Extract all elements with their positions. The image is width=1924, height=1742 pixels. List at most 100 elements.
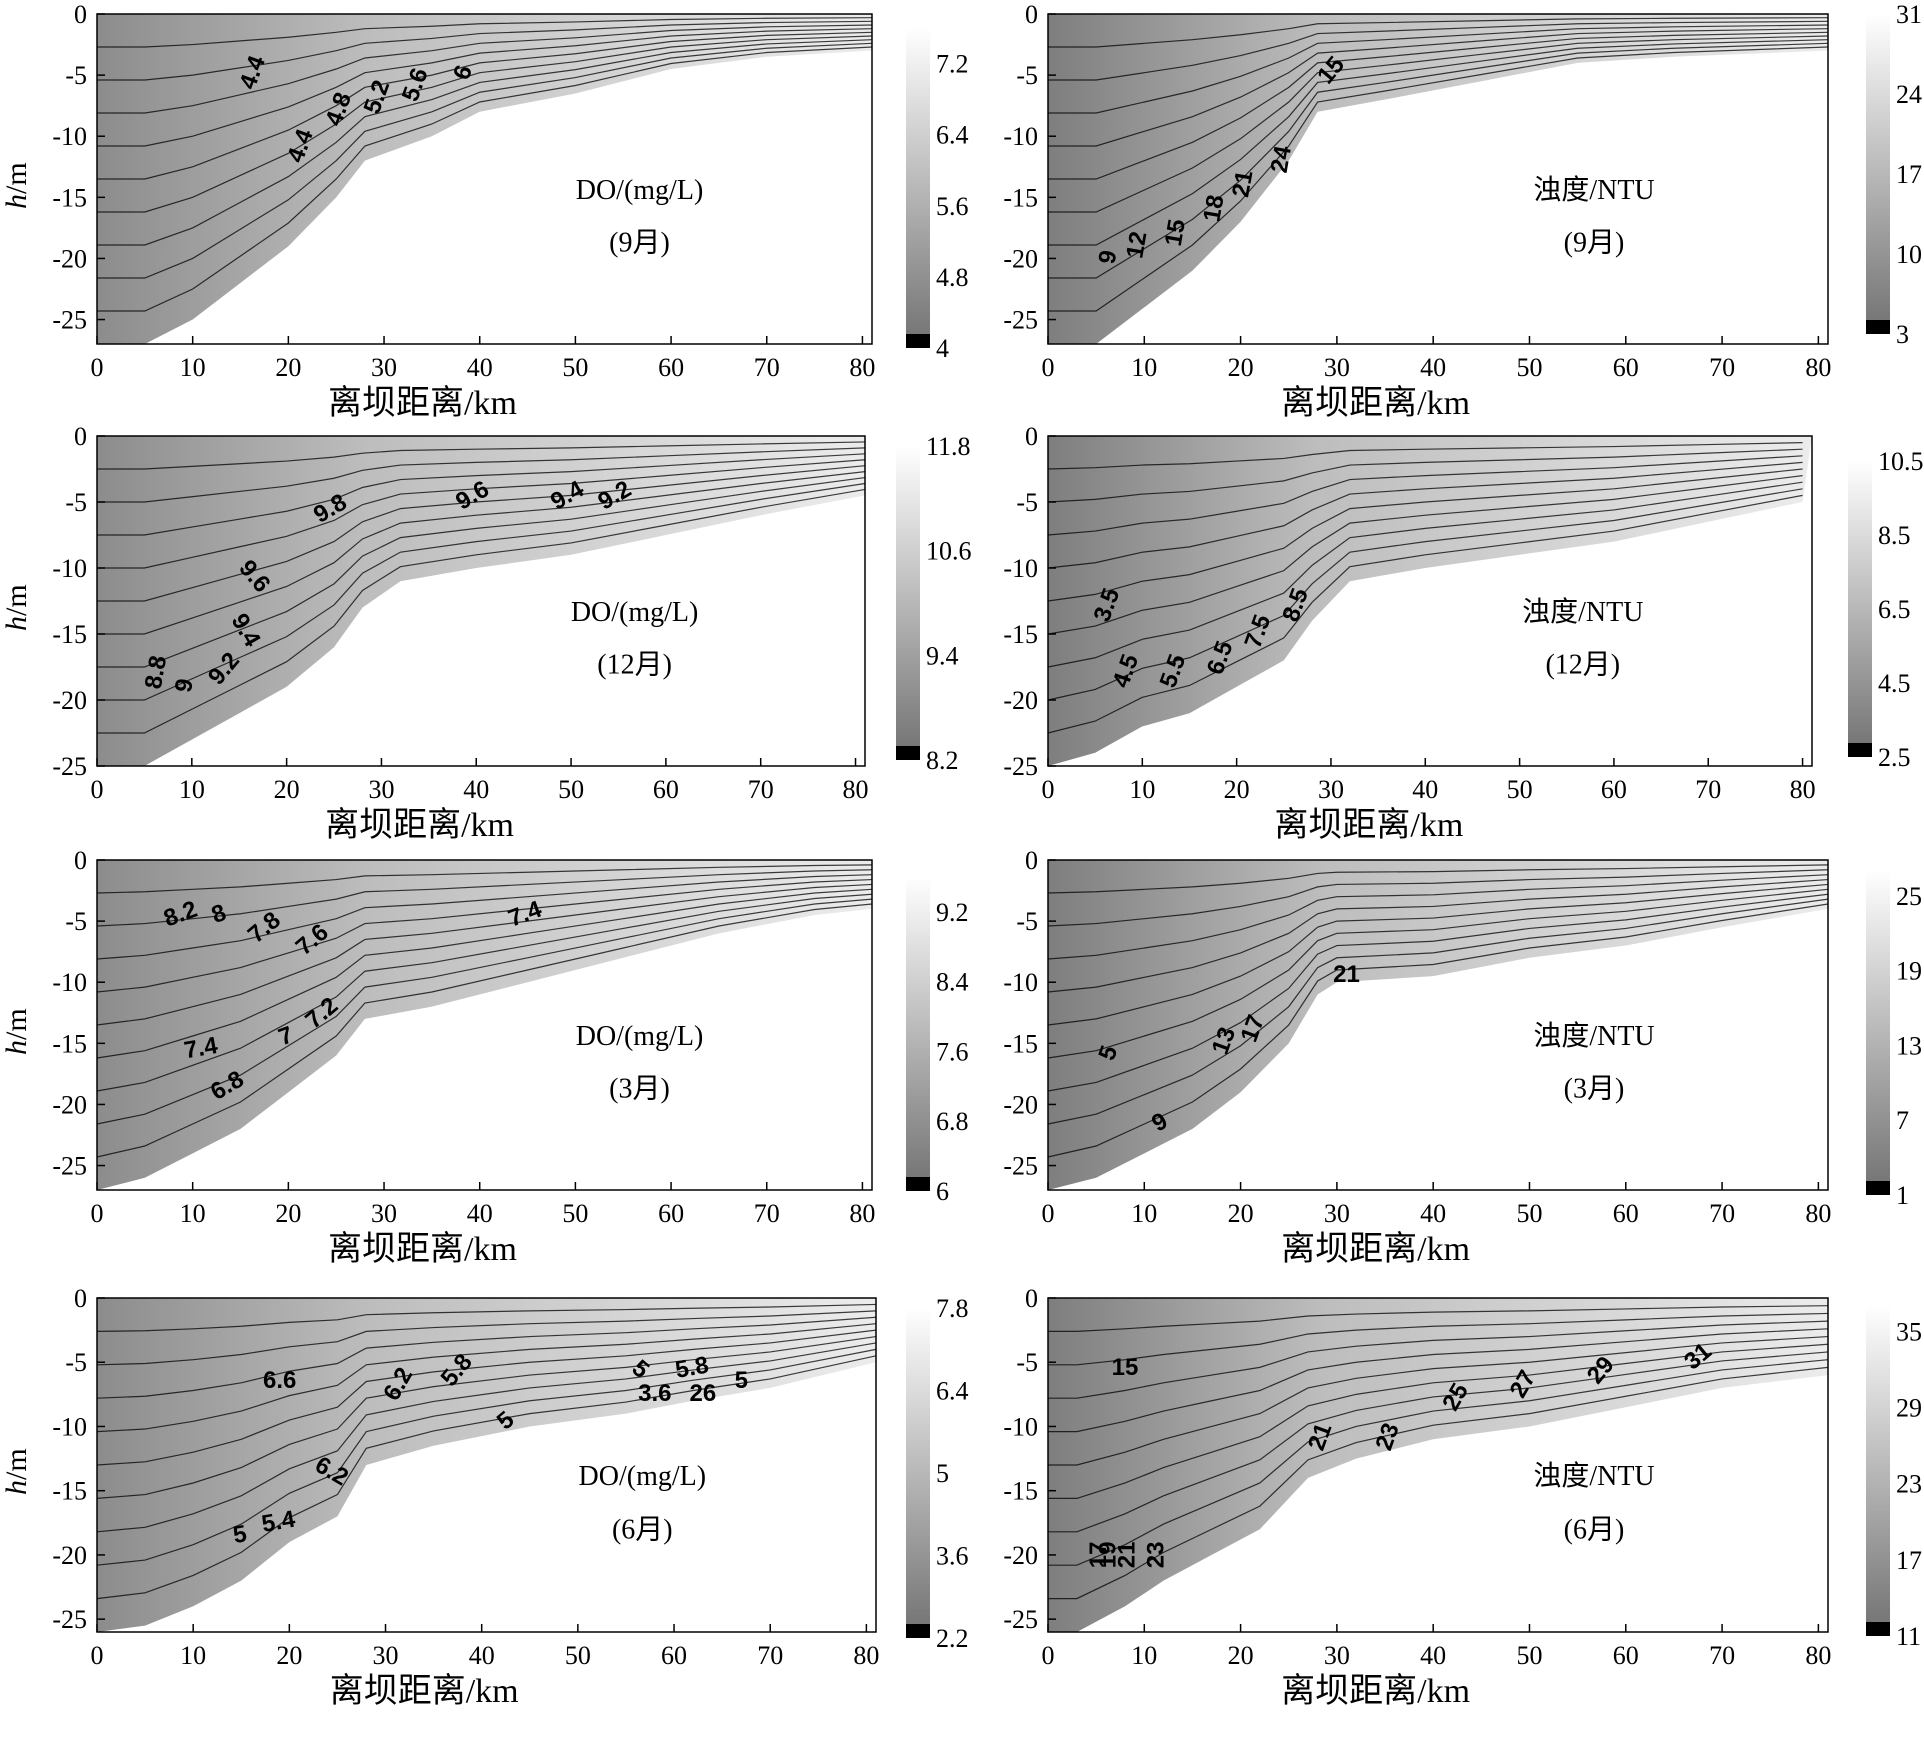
- panel-turb-jun: 0 10 20 30 40 50 60 70 80 0 -5 -10 -15 -20 -25 离坝距离/km 浊…: [1003, 1284, 1922, 1710]
- contour-line: [1047, 869, 1829, 927]
- month-annotation: (6月): [1564, 1514, 1625, 1545]
- water-section-fill: [97, 1298, 876, 1632]
- month-annotation: (6月): [612, 1514, 673, 1545]
- x-tick-label: 40: [467, 353, 493, 382]
- variable-annotation: 浊度/NTU: [1533, 1460, 1654, 1492]
- contour-line: [97, 28, 873, 147]
- contour-label: 5: [231, 1520, 249, 1549]
- x-tick-label: 50: [565, 1641, 591, 1670]
- x-tick-label: 60: [1613, 1641, 1639, 1670]
- y-tick-label: -15: [1003, 1477, 1038, 1506]
- x-tick-label: 50: [1516, 353, 1542, 382]
- x-tick-label: 10: [1129, 775, 1155, 804]
- x-tick-label: 0: [1042, 1199, 1055, 1228]
- colorbar-tick-label: 4.5: [1878, 669, 1911, 698]
- x-tick-label: 30: [1324, 353, 1350, 382]
- contour-line: [96, 883, 873, 1026]
- contour-line: [97, 35, 873, 213]
- x-tick-label: 20: [276, 1641, 302, 1670]
- colorbar-tick-label: 31: [1896, 0, 1922, 29]
- contour-line: [1048, 39, 1829, 246]
- colorbar: [1866, 14, 1890, 320]
- contour-line: [1048, 46, 1829, 312]
- colorbar-tick-label: 17: [1896, 160, 1922, 189]
- colorbar-tick-label: 10.6: [926, 537, 972, 566]
- contour-line: [97, 482, 866, 701]
- y-tick-label: 0: [1025, 1284, 1038, 1313]
- contour-line: [97, 42, 873, 279]
- colorbar-tick-label: 9.2: [936, 898, 969, 927]
- colorbar-tick-label: 7.8: [936, 1294, 969, 1323]
- x-tick-label: 50: [558, 775, 584, 804]
- colorbar-tick-label: 8.5: [1878, 521, 1911, 550]
- x-axis-label: 离坝距离/km: [330, 1672, 519, 1710]
- contour-line: [96, 1329, 877, 1466]
- x-axis-label: 离坝距离/km: [328, 384, 517, 422]
- y-tick-label: -25: [52, 752, 87, 781]
- contour-label: 18: [1198, 193, 1229, 224]
- x-tick-label: 80: [1790, 775, 1816, 804]
- contour-line: [97, 24, 873, 114]
- contour-line: [97, 476, 866, 668]
- y-tick-label: -25: [1003, 752, 1038, 781]
- y-axis-label: h/m: [0, 162, 33, 209]
- y-tick-label: -15: [52, 183, 87, 212]
- y-tick-label: -25: [1003, 306, 1038, 335]
- y-tick-label: -15: [1003, 620, 1038, 649]
- x-tick-label: 0: [1042, 353, 1055, 382]
- x-tick-label: 50: [1516, 1641, 1542, 1670]
- colorbar: [906, 1308, 930, 1624]
- x-axis-label: 离坝距离/km: [325, 806, 514, 844]
- contour-line: [1047, 488, 1803, 701]
- x-tick-label: 60: [1613, 1199, 1639, 1228]
- x-tick-label: 70: [1709, 353, 1735, 382]
- colorbar-tick-label: 13: [1896, 1031, 1922, 1060]
- x-tick-label: 50: [562, 353, 588, 382]
- y-tick-label: -15: [1003, 183, 1038, 212]
- contour-line: [97, 447, 866, 503]
- y-tick-label: -10: [52, 554, 87, 583]
- contour-line: [1047, 903, 1829, 1158]
- contour-line: [97, 20, 873, 81]
- water-section-fill: [1048, 436, 1812, 766]
- colorbar-min-swatch: [1866, 1622, 1890, 1636]
- x-tick-label: 20: [275, 353, 301, 382]
- colorbar-tick-label: 11.8: [926, 432, 971, 461]
- x-tick-label: 70: [748, 775, 774, 804]
- x-tick-label: 40: [463, 775, 489, 804]
- variable-annotation: DO/(mg/L): [576, 1021, 704, 1052]
- contour-label: 24: [1266, 143, 1297, 175]
- contour-line: [97, 465, 866, 602]
- contour-line: [1048, 17, 1829, 48]
- x-tick-label: 10: [180, 1199, 206, 1228]
- x-tick-label: 0: [1042, 1641, 1055, 1670]
- y-axis-label: h/m: [0, 1448, 33, 1495]
- y-tick-label: -10: [52, 1412, 87, 1441]
- x-tick-label: 50: [562, 1199, 588, 1228]
- x-tick-label: 80: [849, 1199, 875, 1228]
- contour-line: [1048, 42, 1829, 279]
- y-tick-label: 0: [1025, 0, 1038, 29]
- contour-line: [1048, 31, 1829, 180]
- y-tick-label: -25: [1003, 1605, 1038, 1634]
- y-axis-label-var: h: [0, 616, 33, 631]
- y-tick-label: -20: [52, 244, 87, 273]
- contour-label: 21: [1333, 961, 1360, 988]
- colorbar-tick-label: 29: [1896, 1394, 1922, 1423]
- y-tick-label: -5: [65, 488, 87, 517]
- colorbar-tick-label: 24: [1896, 80, 1922, 109]
- contour-line: [97, 441, 866, 470]
- contour-line: [97, 46, 873, 312]
- water-section-fill: [97, 860, 872, 1190]
- y-tick-label: 0: [74, 0, 87, 29]
- contour-label: 21: [1227, 168, 1258, 199]
- contour-line: [96, 888, 873, 1059]
- contour-label: 15: [1160, 217, 1191, 248]
- colorbar-tick-label: 7.2: [936, 50, 969, 79]
- variable-annotation: 浊度/NTU: [1522, 596, 1643, 628]
- contour-line: [1047, 878, 1829, 993]
- contour-label: 12: [1121, 229, 1152, 260]
- x-tick-label: 30: [1324, 1641, 1350, 1670]
- y-tick-label: -20: [1003, 686, 1038, 715]
